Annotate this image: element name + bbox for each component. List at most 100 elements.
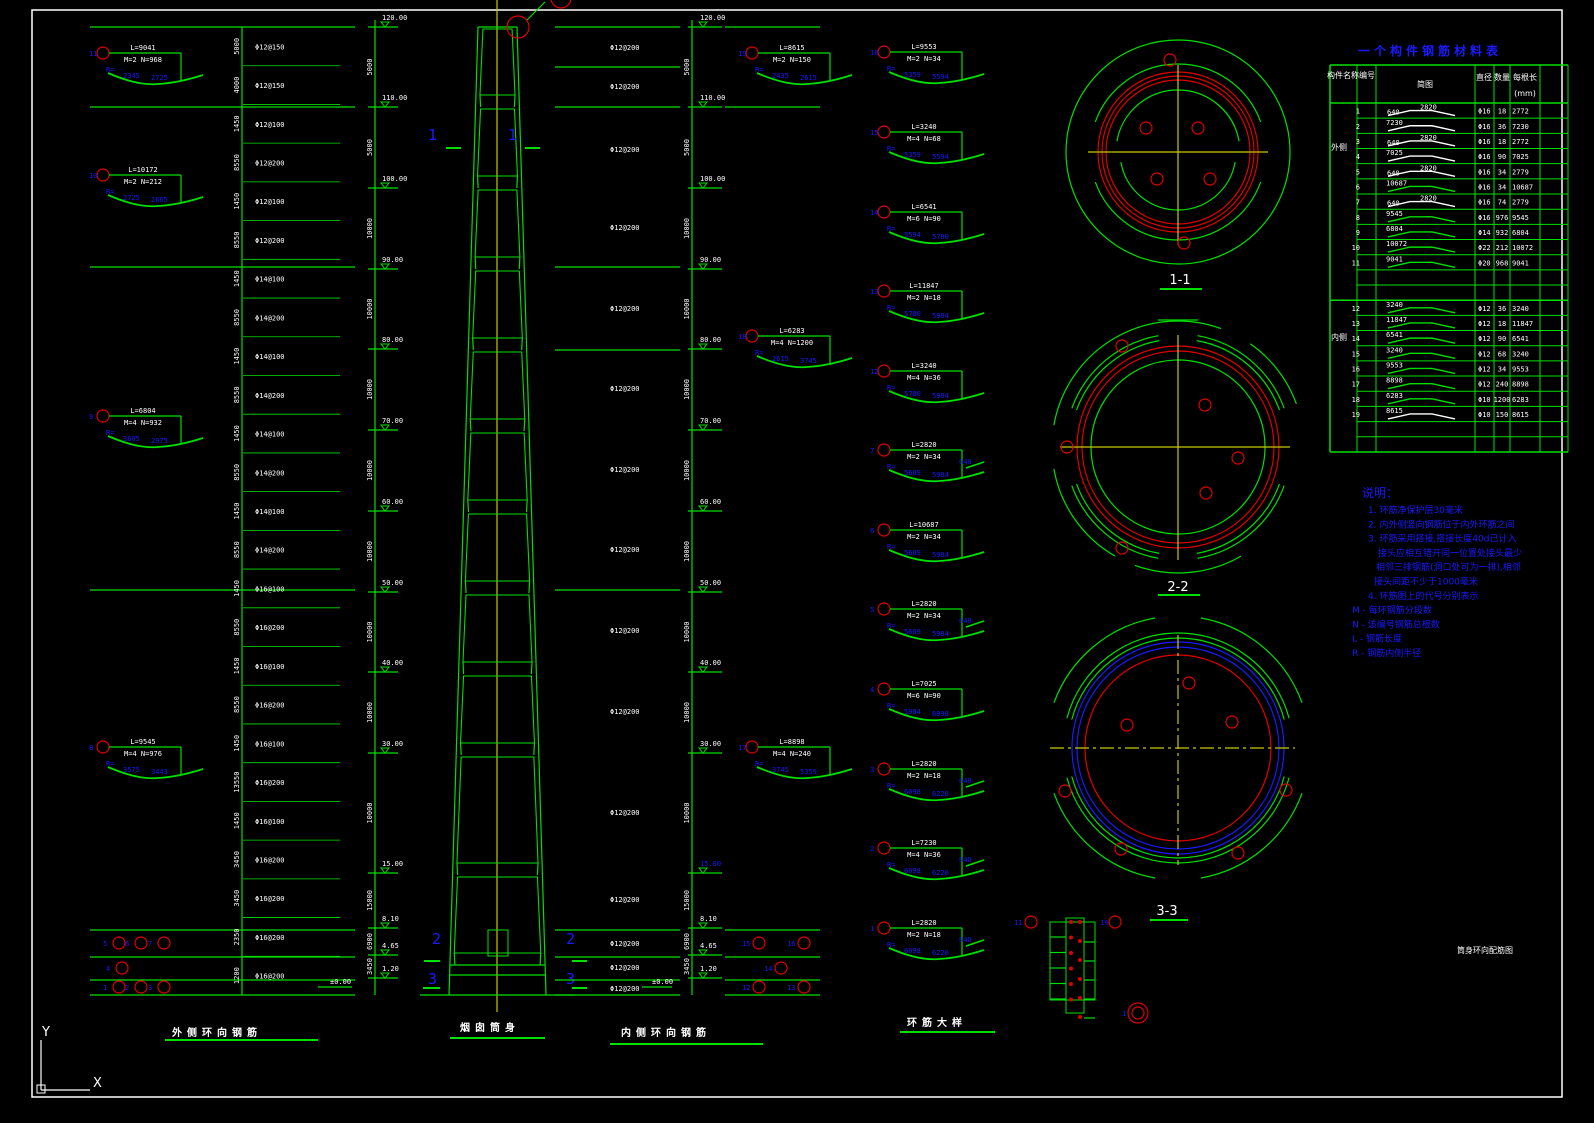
outer-dimension-label: 8550 [233, 309, 241, 326]
table-cell-diameter: Φ16 [1478, 123, 1491, 131]
lining-bevel [528, 580, 531, 594]
rebar-number: 14 [870, 209, 878, 217]
section2-rebar-arc [1197, 485, 1285, 559]
base-rebar-marker [752, 980, 766, 994]
section1-rebar-marker [1163, 53, 1177, 67]
rebar-arc-sketch [756, 766, 853, 780]
radius-prefix: R= [887, 463, 895, 471]
radius-prefix: R= [887, 543, 895, 551]
table-cell-length: 9545 [1512, 214, 1529, 222]
section2-lap-arc [1053, 468, 1116, 557]
rebar-arc-sketch [756, 355, 853, 369]
base-rebar-marker [134, 936, 148, 950]
outer-dimension-label: 1200 [233, 967, 241, 984]
radius-label: 5780 [904, 310, 921, 318]
hook-length-label: 640 [959, 936, 972, 944]
outer-dimension-label: 1450 [233, 193, 241, 210]
table-cell-no: 9 [1356, 229, 1360, 237]
outer-spacing-label: Φ16@200 [255, 779, 285, 787]
section-cut-mark: 1 [428, 126, 437, 144]
radius-label: 5594 [932, 153, 949, 161]
base-rebar-number: 6 [125, 940, 129, 948]
elevation-label: 30.00 [700, 740, 721, 748]
section2-rebar-arc [1197, 335, 1285, 409]
rebar-length-label: L=2820 [911, 441, 936, 449]
table-cell-diameter: Φ22 [1478, 244, 1491, 252]
outer-dimension-label: 1450 [233, 348, 241, 365]
rebar-number: 10 [89, 172, 97, 180]
section-2-label: 2-2 [1167, 580, 1188, 595]
radius-prefix: R= [887, 225, 895, 233]
elevation-dimension-label: 5000 [366, 139, 374, 156]
elevation-label: 110.00 [700, 94, 725, 102]
table-cell-quantity: 74 [1498, 199, 1506, 207]
radius-label: 6098 [904, 788, 921, 796]
table-cell-diameter: Φ14 [1478, 229, 1491, 237]
rebar-arc-sketch [888, 71, 985, 85]
rebar-length-label: L=6283 [779, 327, 804, 335]
elevation-marker-icon [379, 182, 391, 189]
rebar-count-label: M=2 N=34 [907, 533, 941, 541]
elevation-marker-icon [697, 972, 709, 979]
outer-spacing-label: Φ16@200 [255, 895, 285, 903]
radius-label: 5594 [904, 231, 921, 239]
outer-dimension-label: 8550 [233, 541, 241, 558]
top-detail-marker [506, 15, 530, 39]
rebar-callout-16: 16 L=9553 M=2 N=34 R= 5359 5594 [870, 43, 985, 85]
radius-prefix: R= [106, 66, 114, 74]
outer-spacing-label: Φ16@100 [255, 585, 285, 593]
table-cell-length: 6541 [1512, 335, 1529, 343]
elevation-marker-icon [379, 867, 391, 874]
section-cut-mark: 2 [432, 930, 441, 948]
chimney-lining-segment [474, 189, 521, 258]
elevation-dimension-label: 6900 [683, 933, 691, 950]
hook-sketch [965, 939, 985, 947]
table-cell-quantity: 212 [1496, 244, 1509, 252]
outer-spacing-label: Φ14@200 [255, 547, 285, 555]
table-cell-diameter: Φ12 [1478, 320, 1491, 328]
rebar-number: 12 [870, 368, 878, 376]
table-cell-diameter: Φ10 [1478, 411, 1491, 419]
lining-bevel [459, 742, 462, 756]
elevation-marker-icon [379, 101, 391, 108]
table-cell-sketch-length: 11847 [1386, 316, 1407, 324]
table-group-inner: 内侧 [1331, 332, 1347, 342]
detail-marker-number: 19 [1100, 919, 1108, 927]
section-3-label: 3-3 [1156, 904, 1177, 919]
elevation-label: 50.00 [700, 579, 721, 587]
elevation-marker-icon [697, 949, 709, 956]
outer-spacing-label: Φ12@100 [255, 121, 285, 129]
lining-bevel [513, 94, 516, 108]
radius-label: 2435 [772, 72, 789, 80]
elevation-label: 4.65 [382, 942, 399, 950]
elevation-label: 60.00 [382, 498, 403, 506]
radius-prefix: R= [106, 760, 114, 768]
outer-spacing-label: Φ16@200 [255, 856, 285, 864]
base-rebar-number: 3 [148, 984, 152, 992]
table-cell-length: 3240 [1512, 350, 1529, 358]
elevation-label: 110.00 [382, 94, 407, 102]
table-cell-no: 11 [1352, 259, 1360, 267]
radius-prefix: R= [887, 702, 895, 710]
rebar-count-label: M=4 N=932 [124, 419, 162, 427]
section2-rebar-marker [1115, 339, 1129, 353]
inner-spacing-label: Φ12@200 [610, 940, 640, 948]
table-cell-no: 19 [1352, 411, 1360, 419]
rebar-arc-sketch [888, 708, 985, 722]
radius-label: 2345 [123, 72, 140, 80]
elevation-marker-icon [697, 343, 709, 350]
rebar-number: 9 [89, 413, 93, 421]
rebar-number: 8 [89, 744, 93, 752]
rebar-length-label: L=2820 [911, 760, 936, 768]
table-rebar-sketch [1387, 216, 1456, 223]
rebar-count-label: M=2 N=212 [124, 178, 162, 186]
base-rebar-number: 12 [742, 984, 750, 992]
inner-spacing-label: Φ12@200 [610, 546, 640, 554]
table-cell-no: 4 [1356, 153, 1360, 161]
table-cell-quantity: 1200 [1494, 396, 1511, 404]
table-rebar-sketch [1387, 246, 1456, 253]
lining-bevel [456, 862, 459, 876]
rebar-callout-7: 7 L=2820 M=2 N=34 R= 5669 5984 640 [870, 441, 985, 483]
elevation-marker-icon [379, 343, 391, 350]
outer-dimension-label: 8550 [233, 619, 241, 636]
